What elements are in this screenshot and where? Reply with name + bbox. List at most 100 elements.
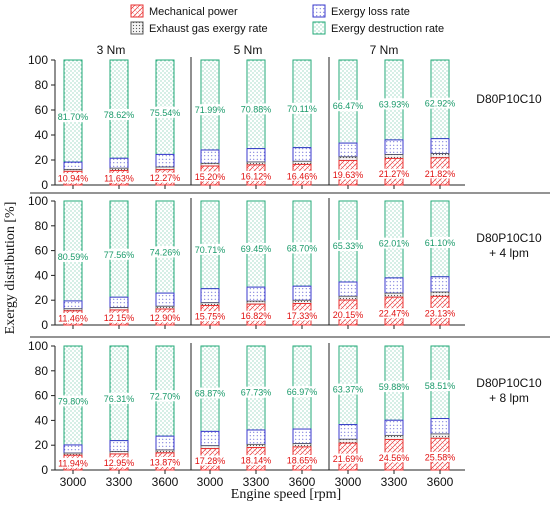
destruction-label-bg — [285, 102, 319, 114]
y-tick-label: 0 — [41, 178, 48, 192]
y-tick-label: 40 — [35, 128, 49, 142]
bar-segment-exhaust — [338, 295, 358, 301]
bar-segment-exhaust — [430, 153, 450, 159]
destruction-label: 72.70% — [150, 391, 181, 401]
bar-1-1: 77.56% 12.15% — [102, 200, 136, 326]
destruction-label-bg — [148, 246, 182, 258]
bar-2-1: 76.31% 12.95% — [102, 345, 136, 471]
bar-segment-exhaust — [338, 156, 358, 161]
destruction-label: 68.70% — [287, 243, 318, 253]
legend-swatch-1 — [312, 4, 326, 18]
legend-swatch-0 — [130, 4, 144, 18]
mechanical-label-bg — [331, 309, 365, 320]
y-tick-label: 0 — [41, 463, 48, 477]
destruction-label: 66.97% — [287, 387, 318, 397]
x-tick-label: 3600 — [152, 475, 179, 489]
legend: Mechanical power Exergy loss rate Exhaust … — [130, 4, 444, 35]
mechanical-label-bg — [102, 312, 136, 323]
legend-label-2: Exhaust gas exergy rate — [149, 23, 268, 35]
bar-2-7: 59.88% 24.56% — [377, 345, 411, 471]
destruction-label-bg — [331, 100, 365, 112]
panel-2: 0 20 40 60 80 100 79.80% 11.94% 76.31% 12.95% 72.7… — [28, 339, 542, 489]
bar-0-4: 70.88% 16.12% — [239, 59, 273, 186]
bar-segment-loss — [292, 147, 312, 162]
bar-segment-loss — [430, 276, 450, 293]
y-tick-label: 40 — [35, 268, 49, 282]
bar-segment-loss — [338, 424, 358, 440]
y-tick-label: 80 — [35, 219, 49, 233]
destruction-label: 66.47% — [333, 101, 364, 111]
bar-2-8: 58.51% 25.58% — [423, 345, 457, 471]
destruction-label-bg — [102, 248, 136, 260]
bar-1-6: 65.33% 20.15% — [331, 200, 365, 326]
bar-segment-exhaust — [384, 435, 404, 440]
bar-1-0: 80.59% 11.46% — [56, 200, 90, 326]
bar-segment-loss — [246, 286, 266, 302]
bar-segment-loss — [109, 440, 129, 452]
panel-label: + 4 lpm — [489, 246, 529, 260]
y-axis-label: Exergy distribution [%] — [3, 202, 18, 335]
destruction-label-bg — [423, 236, 457, 248]
destruction-label-bg — [148, 106, 182, 118]
bar-segment-loss — [200, 288, 220, 304]
bar-segment-loss — [155, 153, 175, 168]
mechanical-label: 16.12% — [241, 171, 272, 181]
destruction-label-bg — [148, 390, 182, 402]
bar-0-2: 75.54% 12.27% — [148, 59, 182, 186]
panels: 0 20 40 60 80 100 81.70% 10.94% 78.62% 11.63% 75.5… — [28, 43, 550, 489]
destruction-label-bg — [423, 97, 457, 109]
y-tick-label: 20 — [35, 438, 49, 452]
destruction-label-bg — [102, 392, 136, 404]
mechanical-label-bg — [331, 169, 365, 180]
mechanical-label: 25.58% — [425, 452, 456, 462]
mechanical-label: 17.33% — [287, 311, 318, 321]
mechanical-label: 12.27% — [150, 173, 181, 183]
destruction-label-bg — [193, 243, 227, 255]
destruction-label: 81.70% — [58, 112, 89, 122]
legend-swatch-3 — [312, 21, 326, 35]
destruction-label-bg — [423, 380, 457, 392]
panel-1: 0 20 40 60 80 100 80.59% 11.46% 77.56% 12.15% 74.2… — [28, 194, 542, 332]
x-axis-label: Engine speed [rpm] — [231, 487, 341, 502]
mechanical-label-bg — [331, 453, 365, 464]
destruction-label-bg — [239, 242, 273, 254]
bar-segment-loss — [384, 419, 404, 436]
destruction-label: 68.87% — [195, 389, 226, 399]
destruction-label: 75.54% — [150, 108, 181, 118]
destruction-label: 58.51% — [425, 381, 456, 391]
legend-label-1: Exergy loss rate — [331, 6, 410, 18]
bar-segment-loss — [338, 142, 358, 158]
bar-1-8: 61.10% 23.13% — [423, 200, 457, 326]
bar-1-4: 69.45% 16.82% — [239, 200, 273, 326]
destruction-label-bg — [331, 383, 365, 395]
panel-label: D80P10C10 — [476, 92, 542, 106]
y-axis-label-group: Exergy distribution [%] — [3, 202, 18, 335]
mechanical-label: 23.13% — [425, 308, 456, 318]
mechanical-label: 11.94% — [58, 458, 88, 468]
mechanical-label-bg — [148, 312, 182, 323]
bar-2-6: 63.37% 21.69% — [331, 345, 365, 471]
bar-segment-exhaust — [384, 292, 404, 298]
y-tick-label: 60 — [35, 244, 49, 258]
torque-group-title: 5 Nm — [234, 43, 263, 57]
mechanical-label-bg — [148, 172, 182, 183]
destruction-label-bg — [285, 242, 319, 254]
y-tick-label: 80 — [35, 364, 49, 378]
x-tick-label: 3300 — [243, 475, 270, 489]
mechanical-label-bg — [193, 171, 227, 182]
destruction-label: 62.92% — [425, 99, 456, 109]
mechanical-label-bg — [285, 454, 319, 465]
legend-label-3: Exergy destruction rate — [331, 23, 444, 35]
bar-1-2: 74.26% 12.90% — [148, 200, 182, 326]
bar-segment-loss — [292, 428, 312, 445]
panel-label: D80P10C10 — [476, 376, 542, 390]
mechanical-label-bg — [239, 310, 273, 321]
destruction-label-bg — [56, 111, 90, 123]
mechanical-label-bg — [377, 168, 411, 179]
mechanical-label: 21.69% — [333, 454, 364, 464]
destruction-label-bg — [285, 386, 319, 398]
y-tick-label: 100 — [28, 339, 48, 353]
mechanical-label: 17.28% — [195, 456, 226, 466]
destruction-label: 70.71% — [195, 245, 226, 255]
